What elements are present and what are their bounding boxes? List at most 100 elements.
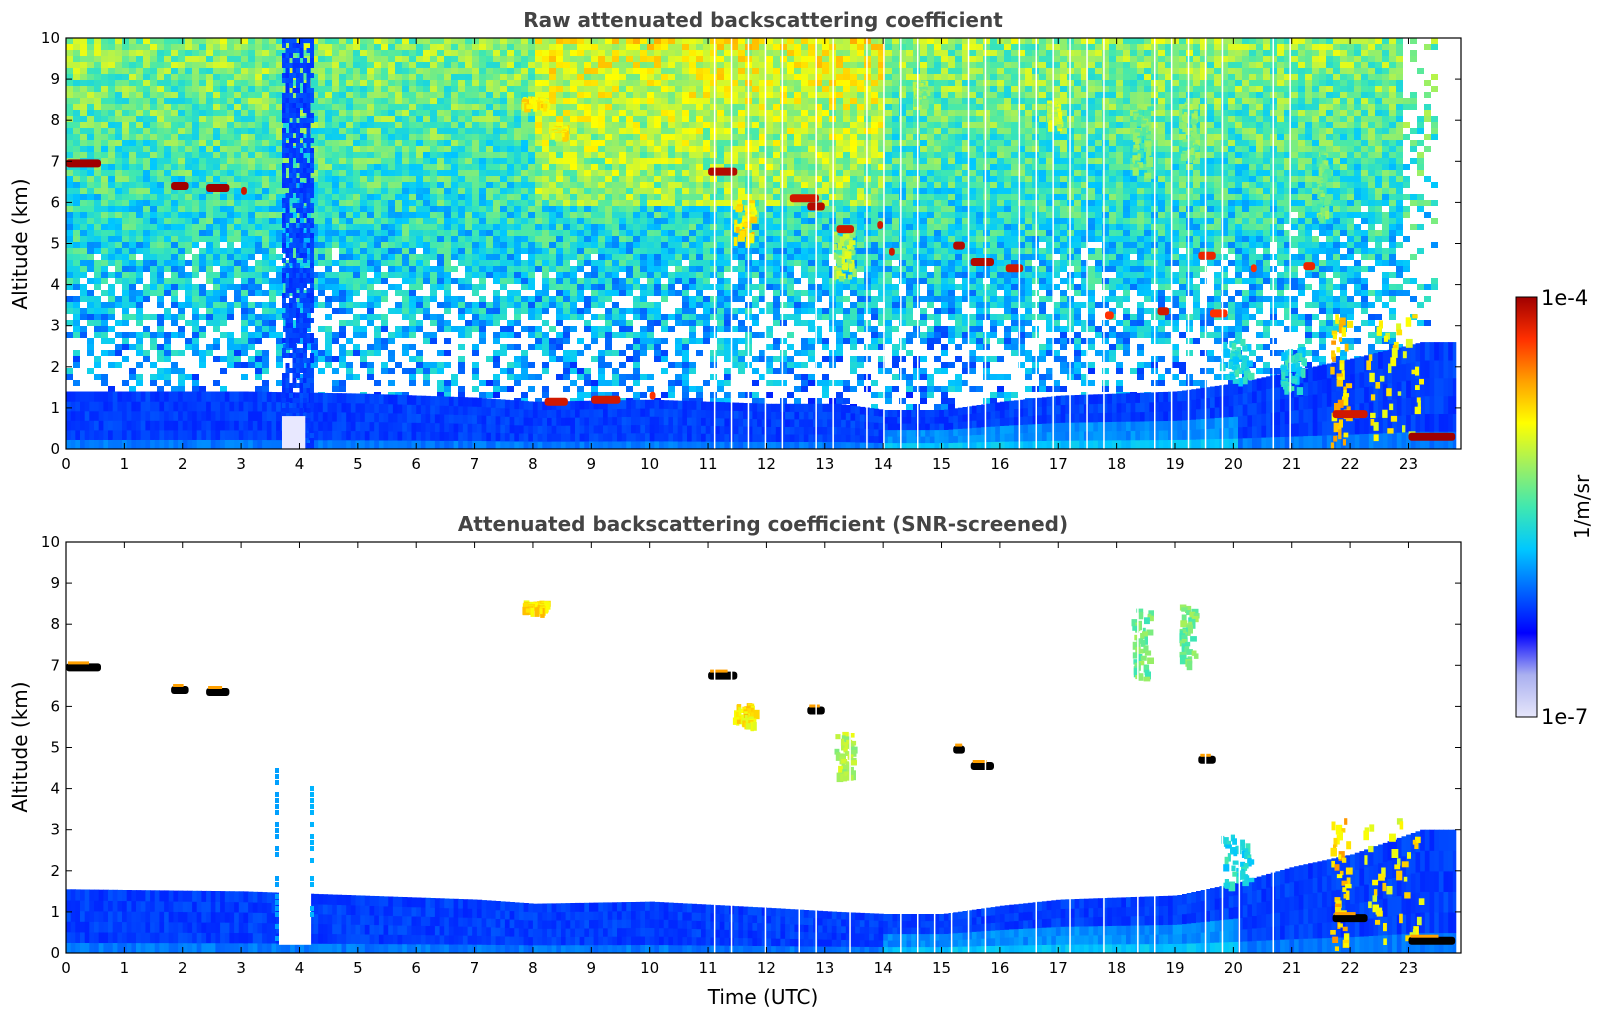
- raw-y-tick-label: 4: [50, 276, 60, 294]
- raw-y-tick-label: 3: [50, 317, 60, 335]
- raw-cloud-layer-15: [1005, 264, 1024, 273]
- raw-cloud-layer-4: [544, 397, 568, 406]
- raw-cloud-layer-23: [1408, 432, 1456, 441]
- screened-cloud-layer-6: [970, 762, 994, 770]
- raw-cloud-layer-13: [953, 241, 965, 250]
- raw-axes: 0 1 2 3 4 5 6 7 8 9 10 11 12 13 14 15 16 17 18 19 20 21 22 2301…: [41, 29, 1461, 473]
- raw-x-tick-label: 14: [874, 455, 893, 473]
- screened-x-tick-label: 21: [1282, 959, 1301, 977]
- screened-x-tick-label: 1: [120, 959, 130, 977]
- raw-cloud-layer-0: [66, 159, 101, 168]
- raw-x-tick-label: 21: [1282, 455, 1301, 473]
- screened-x-tick-label: 13: [815, 959, 834, 977]
- raw-y-tick-label: 7: [50, 152, 60, 170]
- raw-x-tick-label: 5: [353, 455, 363, 473]
- raw-plume-12: [1280, 347, 1307, 395]
- raw-x-tick-label: 6: [411, 455, 421, 473]
- screened-y-tick-label: 3: [50, 821, 60, 839]
- raw-cloud-layer-21: [1303, 262, 1316, 271]
- raw-plume-11: [1219, 338, 1255, 387]
- colorbar-max-label: 1e-4: [1541, 286, 1588, 310]
- raw-x-tick-label: 15: [932, 455, 951, 473]
- screened-x-tick-label: 9: [587, 959, 597, 977]
- raw-cloud-layer-14: [970, 258, 994, 266]
- raw-cloud-layer-18: [1198, 251, 1216, 260]
- screened-cloud-layer-3: [708, 671, 738, 680]
- raw-cloud-layer-11: [877, 221, 884, 229]
- colorbar-unit-label: 1/m/sr: [1570, 474, 1594, 539]
- screened-y-tick-label: 10: [41, 533, 60, 551]
- raw-plume-0: [521, 96, 551, 113]
- raw-cloud-layer-17: [1157, 307, 1170, 316]
- screened-y-axis-label: Altitude (km): [8, 681, 32, 812]
- raw-plume-6: [1131, 104, 1155, 179]
- raw-cloud-layer-7: [708, 167, 738, 176]
- screened-x-tick-label: 7: [470, 959, 480, 977]
- raw-x-tick-label: 1: [120, 455, 130, 473]
- raw-cloud-layer-8: [789, 194, 819, 203]
- screened-plume-2: [834, 731, 858, 783]
- raw-x-tick-label: 9: [587, 455, 597, 473]
- raw-x-tick-label: 17: [1049, 455, 1068, 473]
- screened-heatmap-area: [66, 542, 1461, 953]
- raw-x-tick-label: 19: [1165, 455, 1184, 473]
- raw-x-tick-label: 0: [61, 455, 71, 473]
- raw-cloud-layer-22: [1332, 410, 1368, 419]
- screened-cloud-layer-5: [953, 745, 965, 754]
- screened-x-tick-label: 14: [874, 959, 893, 977]
- screened-x-tick-label: 20: [1224, 959, 1243, 977]
- screened-plume-0: [522, 600, 551, 618]
- raw-cloud-layer-10: [836, 225, 854, 234]
- screened-panel-title: Attenuated backscattering coefficient (S…: [458, 512, 1068, 536]
- screened-cloud-layer-7: [1198, 755, 1216, 764]
- screened-data-gap-column: [275, 768, 314, 945]
- raw-plume-8: [1316, 149, 1332, 223]
- raw-x-tick-label: 16: [990, 455, 1009, 473]
- screened-x-tick-label: 12: [757, 959, 776, 977]
- screened-x-tick-label: 11: [699, 959, 718, 977]
- screened-cloud-layer-9: [1408, 936, 1456, 945]
- screened-plume-7: [1221, 834, 1255, 892]
- raw-cloud-layer-2: [206, 184, 230, 192]
- screened-axes: 0 1 2 3 4 5 6 7 8 9 10 11 12 13 14 15 16 17 18 19 20 21 22 2301…: [41, 533, 1461, 977]
- screened-missing-profiles: [713, 542, 1274, 953]
- screened-x-tick-label: 18: [1107, 959, 1126, 977]
- raw-x-tick-label: 12: [757, 455, 776, 473]
- raw-y-axis-label: Altitude (km): [8, 178, 32, 309]
- raw-cloud-layer-5: [591, 395, 621, 404]
- colorbar-gradient: [1515, 296, 1538, 718]
- screened-y-tick-label: 8: [50, 615, 60, 633]
- raw-x-tick-label: 10: [640, 455, 659, 473]
- raw-cloud-layer-6: [649, 391, 656, 400]
- raw-x-tick-label: 8: [528, 455, 538, 473]
- raw-missing-profiles: [713, 38, 1291, 449]
- raw-y-tick-label: 10: [41, 29, 60, 47]
- raw-cloud-layer-19: [1210, 309, 1228, 318]
- screened-cloud-layer-1: [171, 686, 189, 694]
- raw-heatmap-area: [66, 38, 1461, 449]
- raw-plume-10: [1366, 314, 1424, 442]
- screened-x-tick-label: 16: [990, 959, 1009, 977]
- screened-plume-3: [1131, 608, 1155, 682]
- raw-x-tick-label: 23: [1399, 455, 1418, 473]
- raw-x-tick-label: 18: [1107, 455, 1126, 473]
- raw-y-tick-label: 5: [50, 235, 60, 253]
- screened-cloud-layer-0: [66, 663, 101, 672]
- screened-panel: Attenuated backscattering coefficient (S…: [8, 512, 1462, 1009]
- raw-x-tick-label: 20: [1224, 455, 1243, 473]
- screened-x-tick-label: 6: [411, 959, 421, 977]
- raw-y-tick-label: 1: [50, 399, 60, 417]
- raw-cloud-layer-1: [171, 182, 189, 190]
- screened-y-tick-label: 9: [50, 574, 60, 592]
- screened-x-tick-label: 4: [295, 959, 305, 977]
- raw-x-tick-label: 13: [815, 455, 834, 473]
- raw-x-tick-label: 7: [470, 455, 480, 473]
- raw-x-tick-label: 11: [699, 455, 718, 473]
- colorbar-min-label: 1e-7: [1541, 705, 1588, 729]
- raw-cloud-layer-20: [1250, 264, 1257, 273]
- screened-x-tick-label: 19: [1165, 959, 1184, 977]
- screened-y-tick-label: 1: [50, 903, 60, 921]
- raw-cloud-layer-3: [241, 186, 247, 195]
- screened-y-tick-label: 5: [50, 739, 60, 757]
